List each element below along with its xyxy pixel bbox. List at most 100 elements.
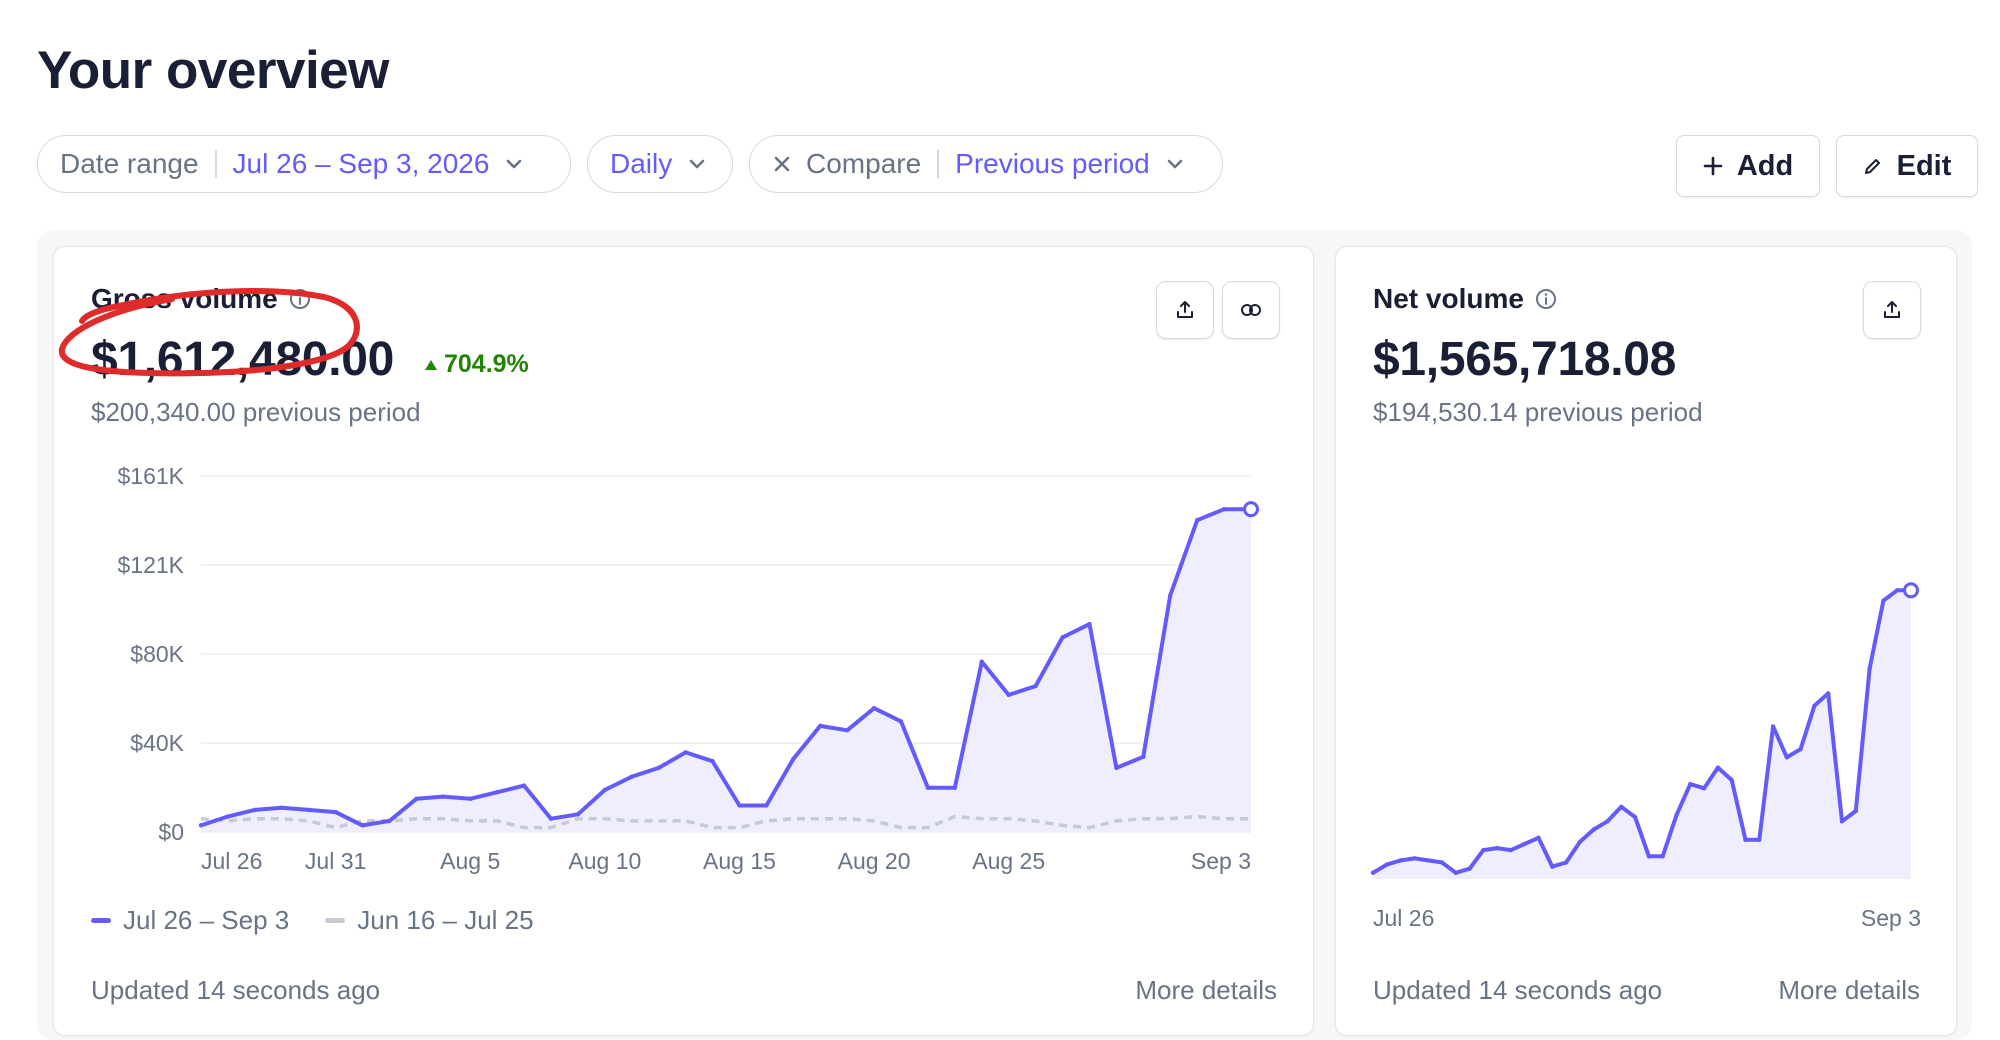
data-point[interactable] [1826, 691, 1831, 696]
close-icon[interactable] [772, 154, 792, 174]
net-series-endpoint[interactable] [1903, 582, 1919, 599]
data-point[interactable] [1646, 854, 1652, 859]
data-point[interactable] [333, 809, 338, 815]
data-point[interactable] [1784, 755, 1790, 760]
data-point[interactable] [387, 818, 392, 824]
data-point[interactable] [1798, 746, 1803, 752]
edit-button[interactable]: Edit [1836, 135, 1978, 197]
net-series-area [1373, 590, 1911, 879]
data-point[interactable] [844, 728, 850, 733]
data-point[interactable] [1370, 870, 1376, 876]
data-point[interactable] [1619, 804, 1624, 810]
more-details-link[interactable]: More details [1778, 975, 1920, 1005]
net-volume-value: $1,565,718.08 [1373, 333, 1677, 386]
data-point[interactable] [1867, 666, 1872, 671]
data-point[interactable] [494, 789, 500, 795]
data-point[interactable] [252, 807, 258, 813]
interval-filter[interactable]: Daily [587, 135, 733, 193]
data-point[interactable] [521, 783, 527, 788]
data-point[interactable] [629, 774, 634, 779]
data-point[interactable] [1522, 841, 1527, 847]
data-point[interactable] [1439, 860, 1445, 865]
data-point[interactable] [1194, 518, 1200, 523]
data-point[interactable] [1743, 837, 1748, 843]
data-point[interactable] [1425, 858, 1431, 863]
data-point[interactable] [683, 750, 688, 755]
data-point[interactable] [764, 803, 769, 808]
data-point[interactable] [818, 723, 823, 729]
info-icon[interactable] [1534, 287, 1558, 311]
data-point[interactable] [1398, 858, 1403, 863]
data-point[interactable] [1632, 814, 1638, 820]
gross-volume-chart: $0 $40K $80K $121K $161K Jul 26 Jul 31 Aug 5 Au… [117, 463, 1259, 874]
data-point[interactable] [198, 823, 204, 828]
export-icon [1881, 299, 1903, 321]
data-point[interactable] [306, 807, 311, 813]
add-button[interactable]: Add [1676, 135, 1820, 197]
data-point[interactable] [871, 705, 877, 711]
data-point[interactable] [1384, 862, 1389, 867]
current-series-area [201, 509, 1251, 832]
data-point[interactable] [1033, 683, 1038, 689]
data-point[interactable] [1087, 621, 1092, 627]
data-point[interactable] [898, 719, 904, 724]
export-button[interactable] [1156, 281, 1214, 339]
data-point[interactable] [1757, 837, 1762, 843]
data-point[interactable] [602, 787, 608, 793]
legend-item-current[interactable]: Jul 26 – Sep 3 [91, 905, 289, 936]
data-point[interactable] [1812, 703, 1817, 708]
current-series-endpoint[interactable] [1243, 501, 1259, 518]
data-point[interactable] [441, 794, 446, 799]
data-point[interactable] [1453, 870, 1458, 876]
data-point[interactable] [1141, 754, 1146, 760]
export-button[interactable] [1863, 281, 1921, 339]
data-point[interactable] [360, 823, 365, 828]
data-point[interactable] [791, 756, 796, 762]
data-point[interactable] [1494, 845, 1500, 851]
legend-swatch-previous [325, 918, 346, 923]
data-point[interactable] [1839, 819, 1845, 824]
data-point[interactable] [1674, 812, 1679, 818]
date-range-filter[interactable]: Date range Jul 26 – Sep 3, 2026 [37, 135, 571, 193]
data-point[interactable] [1577, 839, 1583, 845]
data-point[interactable] [1853, 808, 1859, 814]
data-point[interactable] [1060, 635, 1065, 640]
data-point[interactable] [548, 816, 554, 821]
data-point[interactable] [1168, 593, 1173, 598]
data-point[interactable] [1881, 598, 1886, 603]
data-point[interactable] [1688, 781, 1693, 787]
data-point[interactable] [656, 765, 661, 771]
data-point[interactable] [1221, 506, 1227, 512]
data-point[interactable] [279, 805, 284, 810]
compare-filter[interactable]: Compare Previous period [749, 135, 1223, 193]
data-point[interactable] [710, 759, 715, 764]
data-point[interactable] [1715, 765, 1721, 770]
data-point[interactable] [952, 785, 958, 790]
more-details-link[interactable]: More details [1135, 975, 1277, 1005]
data-point[interactable] [1605, 819, 1610, 824]
data-point[interactable] [1006, 692, 1011, 698]
link-button[interactable] [1222, 281, 1280, 339]
data-point[interactable] [1660, 854, 1665, 859]
data-point[interactable] [1536, 835, 1541, 840]
data-point[interactable] [1412, 856, 1417, 861]
data-point[interactable] [1729, 777, 1734, 783]
data-point[interactable] [414, 796, 419, 802]
data-point[interactable] [1701, 786, 1707, 791]
data-point[interactable] [468, 796, 473, 802]
legend-item-previous[interactable]: Jun 16 – Jul 25 [325, 905, 534, 936]
data-point[interactable] [1895, 588, 1900, 593]
data-point[interactable] [1563, 860, 1569, 865]
data-point[interactable] [1467, 866, 1472, 871]
data-point[interactable] [1481, 847, 1486, 853]
data-point[interactable] [1591, 827, 1596, 832]
data-point[interactable] [575, 812, 581, 817]
data-point[interactable] [225, 814, 231, 819]
data-point[interactable] [979, 659, 984, 664]
data-point[interactable] [1114, 765, 1119, 771]
data-point[interactable] [1770, 724, 1776, 729]
data-point[interactable] [737, 803, 742, 808]
data-point[interactable] [925, 785, 931, 790]
data-point[interactable] [1508, 847, 1514, 853]
data-point[interactable] [1550, 864, 1555, 869]
